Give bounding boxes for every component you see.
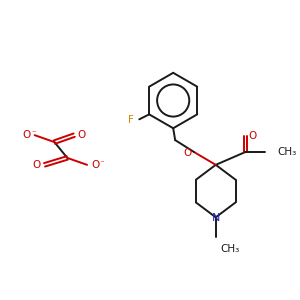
- Text: O: O: [248, 131, 256, 141]
- Text: O: O: [77, 130, 85, 140]
- Text: O: O: [183, 148, 191, 158]
- Text: CH₃: CH₃: [221, 244, 240, 254]
- Text: O: O: [22, 130, 31, 140]
- Text: ⁻: ⁻: [100, 159, 104, 168]
- Text: N: N: [212, 213, 220, 223]
- Text: O: O: [91, 160, 99, 170]
- Text: CH₃: CH₃: [277, 147, 296, 157]
- Text: F: F: [128, 115, 134, 125]
- Text: O: O: [32, 160, 41, 170]
- Text: ⁻: ⁻: [31, 130, 36, 139]
